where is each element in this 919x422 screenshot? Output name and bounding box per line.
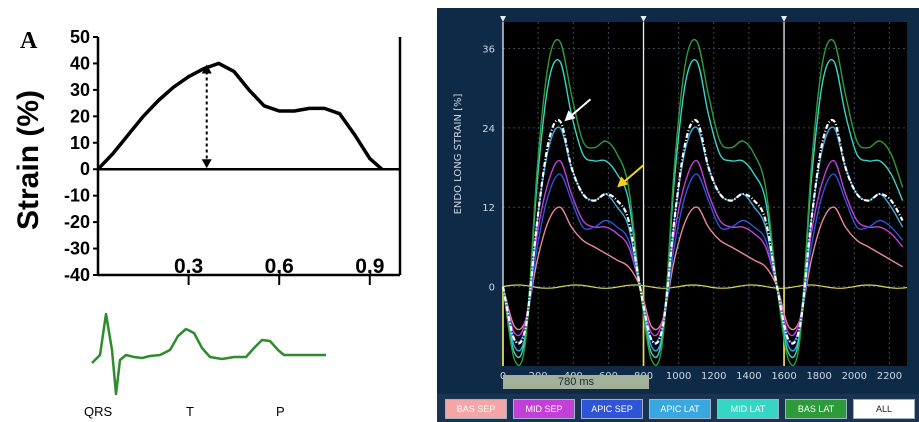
y-tick-label: -30 <box>64 239 90 259</box>
ecg-label-qrs: QRS <box>84 404 113 419</box>
ecg-trace <box>91 312 326 396</box>
series-apic-sep <box>502 173 904 344</box>
ecg-line <box>91 312 326 396</box>
strain-chart-b: 3624120020040060080010001200140016001800… <box>453 16 908 382</box>
segment-selector: BAS SEP MID SEP APIC SEP APIC LAT MID LAT BAS… <box>437 394 919 422</box>
x-tick-label: 0,9 <box>355 255 384 278</box>
segment-button-mid-sep[interactable]: MID SEP <box>513 399 575 419</box>
cycle-duration-bar: 780 ms <box>503 375 649 389</box>
y-tick-label: -10 <box>64 186 90 206</box>
series-mid-lat <box>502 58 904 359</box>
panel-b-letter: B <box>890 22 907 48</box>
marker-head <box>640 16 647 22</box>
y-tick-label: 30 <box>70 80 90 100</box>
series-apic-lat <box>502 126 904 352</box>
x-tick-label: 0.3 <box>174 255 203 278</box>
series-bas-lat <box>502 38 904 367</box>
x-tick-label: 0,6 <box>265 255 294 278</box>
series-all <box>501 119 904 345</box>
y-tick-label: 0 <box>489 283 495 294</box>
arrow-head <box>564 110 576 122</box>
ecg-label-t: T <box>186 404 194 419</box>
segment-button-apic-lat[interactable]: APIC LAT <box>649 399 711 419</box>
segment-button-apic-sep[interactable]: APIC SEP <box>581 399 643 419</box>
strain-curve <box>96 61 384 171</box>
segment-button-all[interactable]: ALL <box>853 399 915 419</box>
x-tick-label: 1800 <box>806 371 831 382</box>
segment-button-bas-lat[interactable]: BAS LAT <box>785 399 847 419</box>
panel-a-letter: A <box>20 28 38 54</box>
arrow-head-bottom <box>201 159 212 169</box>
y-tick-label: -20 <box>64 212 90 232</box>
ecg-label-p: P <box>276 404 285 419</box>
x-tick-label: 2000 <box>842 371 867 382</box>
x-tick-label: 1400 <box>736 371 761 382</box>
y-axis-label: Strain (%) <box>12 90 45 230</box>
y-tick-label: 40 <box>70 53 90 73</box>
x-tick-label: 1200 <box>701 371 726 382</box>
strain-chart-a: 50 40 30 20 10 0 -10 -20 -30 -40 0.3 0,6 0,9 Strain (… <box>12 27 402 285</box>
y-tick-label: 10 <box>70 133 90 153</box>
echo-strain-panel: 3624120020040060080010001200140016001800… <box>437 8 919 422</box>
y-tick-label: 24 <box>482 124 495 135</box>
x-tick-label: 1000 <box>666 371 691 382</box>
baseline-trace <box>502 284 908 289</box>
marker-head <box>781 16 788 22</box>
arrow-head <box>617 176 629 188</box>
yellow-arrow <box>621 164 644 185</box>
series-mid-sep <box>502 159 904 337</box>
arrow-head-top <box>201 64 212 74</box>
white-arrow <box>568 98 592 118</box>
y-tick-label: 50 <box>70 27 90 47</box>
y-tick-label: 36 <box>482 44 495 55</box>
segment-button-mid-lat[interactable]: MID LAT <box>717 399 779 419</box>
segment-button-bas-sep[interactable]: BAS SEP <box>445 399 507 419</box>
x-tick-label: 2200 <box>877 371 902 382</box>
y-axis-label: ENDO LONG STRAIN [%] <box>453 94 464 215</box>
y-tick-label: -40 <box>64 265 90 285</box>
series-bas-sep <box>502 206 903 331</box>
marker-head <box>500 16 506 22</box>
y-tick-label: 0 <box>80 159 90 179</box>
y-tick-label: 12 <box>482 203 495 214</box>
y-tick-label: 20 <box>70 106 90 126</box>
x-tick-label: 1600 <box>771 371 796 382</box>
